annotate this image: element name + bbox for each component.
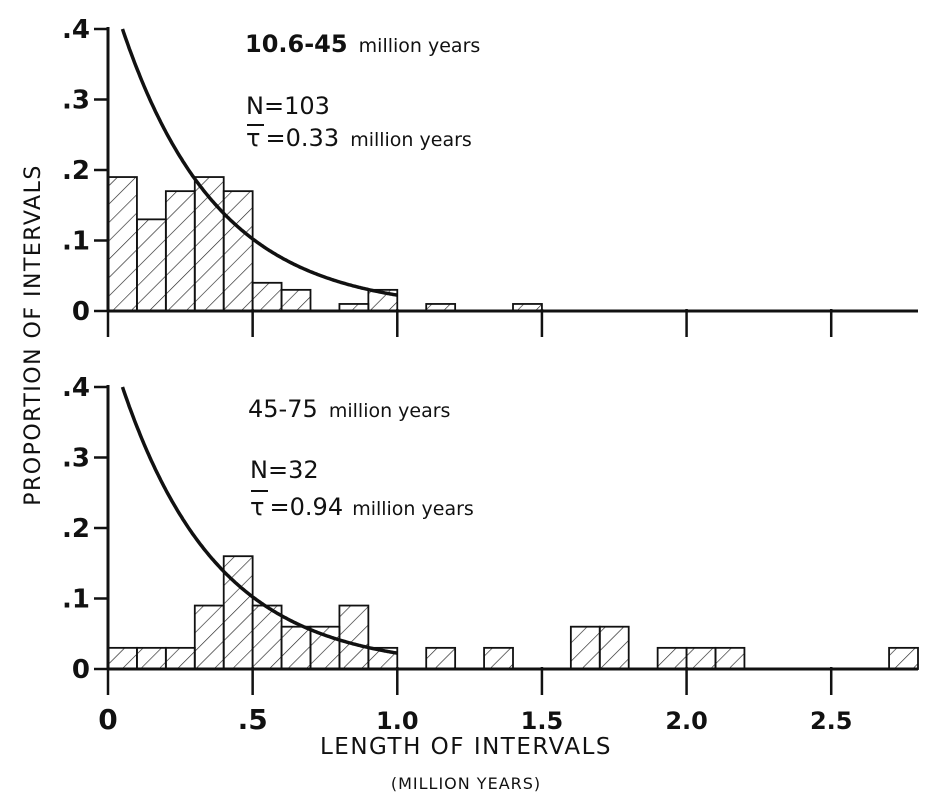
- bottom-bar-17: [888, 646, 919, 670]
- top-y-tick-label-2: .2: [62, 156, 90, 186]
- bottom-exponential-curve: [120, 386, 398, 655]
- top-tau-value: =0.33: [266, 124, 340, 152]
- bottom-tau-symbol: τ: [250, 493, 264, 521]
- svg-text:45-75 million years: 45-75 million years: [248, 395, 450, 423]
- top-bar-1: [136, 218, 167, 312]
- bottom-bar-14: [656, 646, 688, 670]
- top-axes: [94, 27, 918, 337]
- bottom-histogram-bars: [107, 555, 919, 670]
- bottom-bar-16: [714, 646, 746, 670]
- bottom-y-tick-label-1: .1: [62, 585, 90, 615]
- bottom-x-tick-labels: 0 .5 1.0 1.5 2.0 2.5: [98, 703, 852, 736]
- top-bar-2: [164, 190, 196, 312]
- bottom-tau-unit: million years: [352, 498, 474, 520]
- bottom-x-tick-label-0: 0: [98, 703, 117, 736]
- top-panel: 0 .1 .2 .3 .4 10.6-45 million years N=103 τ …: [62, 15, 918, 337]
- top-y-tick-labels: 0 .1 .2 .3 .4: [62, 15, 90, 327]
- bottom-range-unit: million years: [329, 400, 451, 422]
- top-tau-symbol: τ: [246, 124, 260, 152]
- bottom-bar-13: [598, 625, 630, 670]
- bottom-bar-12: [569, 625, 601, 670]
- bottom-bar-11: [483, 646, 514, 670]
- bottom-tau-value: =0.94: [270, 493, 344, 521]
- bottom-annotation: 45-75 million years N=32 τ =0.94 million…: [248, 395, 474, 521]
- bottom-bar-15: [685, 646, 717, 670]
- bottom-bar-5: [251, 604, 283, 670]
- bottom-bar-3: [193, 604, 225, 670]
- top-bar-5: [251, 281, 283, 312]
- top-range-number: 10.6-45: [245, 30, 348, 58]
- bottom-bar-1: [136, 646, 167, 670]
- svg-text:τ =0.33 millio: τ =0.33 million years: [246, 124, 472, 152]
- top-y-tick-label-3: .3: [62, 86, 90, 116]
- x-axis-title: LENGTH OF INTERVALS: [320, 734, 612, 760]
- top-exponential-curve: [120, 28, 398, 297]
- bottom-n-label: N=32: [250, 456, 319, 484]
- bottom-y-tick-labels: 0 .1 .2 .3 .4: [62, 373, 90, 685]
- bottom-bar-8: [338, 604, 370, 670]
- bottom-x-tick-label-1: .5: [238, 703, 268, 736]
- bottom-y-tick-label-3: .3: [62, 444, 90, 474]
- bottom-y-tick-label-0: 0: [72, 655, 90, 685]
- top-bar-0: [107, 176, 138, 312]
- top-annotation: 10.6-45 million years N=103 τ =0.33 mill…: [245, 30, 480, 152]
- bottom-x-tick-label-4: 2.0: [665, 707, 708, 735]
- bottom-range-number: 45-75: [248, 395, 318, 423]
- bottom-bar-2: [164, 646, 196, 670]
- bottom-x-tick-label-3: 1.5: [521, 707, 564, 735]
- top-histogram-bars: [107, 176, 543, 312]
- bottom-bar-4: [222, 555, 254, 670]
- bottom-bar-0: [107, 646, 138, 670]
- bottom-bar-10: [425, 646, 457, 670]
- top-range-unit: million years: [359, 35, 481, 57]
- bottom-x-tick-label-2: 1.0: [376, 707, 419, 735]
- top-y-tick-label-0: 0: [72, 297, 90, 327]
- top-bar-6: [280, 288, 312, 312]
- top-y-tick-label-4: .4: [62, 15, 90, 45]
- top-n-label: N=103: [246, 92, 330, 120]
- svg-text:10.6-45 million years: 10.6-45 million years: [245, 30, 480, 58]
- bottom-y-tick-label-2: .2: [62, 514, 90, 544]
- bottom-axes: [94, 385, 918, 695]
- bottom-y-tick-label-4: .4: [62, 373, 90, 403]
- y-axis-title: PROPORTION OF INTERVALS: [21, 164, 46, 506]
- x-axis-subtitle: (MILLION YEARS): [391, 774, 541, 793]
- bottom-bar-6: [280, 625, 312, 670]
- bottom-panel: 0 .1 .2 .3 .4 0 .5 1.0 1.5 2.0 2.5 45-75 million …: [62, 373, 919, 736]
- top-y-tick-label-1: .1: [62, 227, 90, 257]
- svg-text:τ =0.94 millio: τ =0.94 million years: [250, 493, 474, 521]
- top-bar-4: [222, 190, 254, 312]
- bottom-x-tick-label-5: 2.5: [810, 707, 853, 735]
- top-tau-unit: million years: [350, 129, 472, 151]
